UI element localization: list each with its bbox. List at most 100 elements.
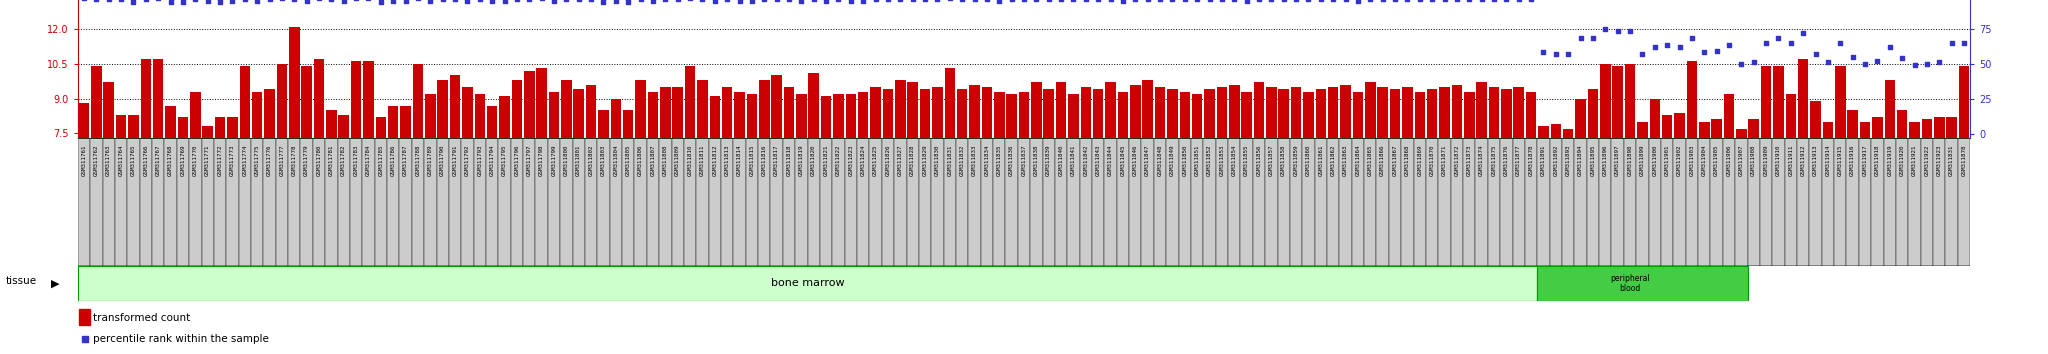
Bar — [1327, 87, 1339, 138]
Bar — [745, 138, 758, 266]
Text: GSM311903: GSM311903 — [1690, 144, 1694, 176]
Bar — [1130, 85, 1141, 138]
Text: GSM311798: GSM311798 — [539, 144, 545, 176]
Point — [1305, 0, 1337, 2]
Point — [821, 0, 854, 2]
Text: GSM311905: GSM311905 — [1714, 144, 1718, 176]
Bar — [399, 105, 412, 138]
Bar — [1712, 120, 1722, 138]
Text: GSM311907: GSM311907 — [1739, 144, 1743, 176]
Bar — [1018, 138, 1030, 266]
Bar — [289, 138, 301, 266]
Text: GSM311762: GSM311762 — [94, 144, 98, 176]
Point — [1243, 0, 1276, 2]
Point — [1341, 0, 1374, 4]
Point — [872, 0, 905, 2]
Text: GSM311806: GSM311806 — [639, 144, 643, 176]
Text: GSM311909: GSM311909 — [1763, 144, 1769, 176]
Point — [1712, 42, 1745, 48]
Point — [1749, 40, 1782, 46]
Bar — [1266, 87, 1276, 138]
Bar — [647, 92, 657, 138]
Bar — [498, 138, 510, 266]
Bar — [190, 92, 201, 138]
Bar — [672, 138, 684, 266]
Bar — [1575, 138, 1587, 266]
Bar — [387, 105, 399, 138]
Text: GSM311844: GSM311844 — [1108, 144, 1112, 176]
Bar — [213, 138, 225, 266]
Bar — [399, 138, 412, 266]
Point — [1948, 40, 1980, 46]
Bar — [1649, 138, 1661, 266]
Bar — [1475, 138, 1487, 266]
Text: GSM311867: GSM311867 — [1393, 144, 1397, 176]
Bar — [1675, 113, 1686, 138]
Point — [141, 0, 174, 1]
Bar — [696, 80, 709, 138]
Bar — [598, 138, 610, 266]
Point — [1602, 29, 1634, 34]
Bar — [473, 138, 485, 266]
Text: GSM311908: GSM311908 — [1751, 144, 1757, 176]
Bar — [895, 138, 907, 266]
Text: GSM311910: GSM311910 — [1776, 144, 1782, 176]
Bar — [1327, 138, 1339, 266]
Text: GSM311923: GSM311923 — [1937, 144, 1942, 176]
Text: GSM311822: GSM311822 — [836, 144, 842, 176]
Point — [1094, 0, 1126, 2]
Text: GSM311919: GSM311919 — [1888, 144, 1892, 176]
Point — [1800, 51, 1833, 57]
Text: GSM311872: GSM311872 — [1454, 144, 1460, 176]
Bar — [969, 85, 979, 138]
Bar — [659, 138, 672, 266]
Bar — [1094, 89, 1104, 138]
Bar — [1487, 138, 1501, 266]
Point — [166, 0, 199, 5]
Text: GSM311874: GSM311874 — [1479, 144, 1485, 176]
Bar — [573, 89, 584, 138]
Point — [512, 0, 545, 2]
Point — [426, 0, 459, 2]
Point — [1169, 0, 1202, 2]
Point — [524, 0, 557, 1]
Point — [1032, 0, 1065, 2]
Bar — [1933, 138, 1946, 266]
Bar — [883, 138, 895, 266]
Bar — [1710, 138, 1722, 266]
Text: GSM311857: GSM311857 — [1270, 144, 1274, 176]
Bar — [1079, 138, 1092, 266]
Text: GSM311869: GSM311869 — [1417, 144, 1421, 176]
Bar — [1759, 138, 1772, 266]
Bar — [338, 138, 350, 266]
Text: GSM311851: GSM311851 — [1194, 144, 1200, 176]
Bar — [1649, 98, 1661, 138]
Text: GSM311795: GSM311795 — [502, 144, 508, 176]
Bar — [1143, 80, 1153, 138]
Bar — [289, 27, 299, 138]
Text: GSM311805: GSM311805 — [627, 144, 631, 176]
Text: GSM311854: GSM311854 — [1231, 144, 1237, 176]
Bar — [313, 59, 324, 138]
Point — [971, 0, 1004, 2]
Point — [1688, 50, 1720, 55]
Text: GSM311894: GSM311894 — [1579, 144, 1583, 176]
Bar — [1030, 82, 1042, 138]
Text: GSM311913: GSM311913 — [1812, 144, 1819, 176]
Bar — [164, 138, 176, 266]
Text: GSM311780: GSM311780 — [317, 144, 322, 176]
Bar — [1860, 122, 1870, 138]
Bar — [561, 138, 573, 266]
Text: GSM311761: GSM311761 — [82, 144, 86, 176]
Text: GSM311782: GSM311782 — [342, 144, 346, 176]
Text: GSM311784: GSM311784 — [367, 144, 371, 176]
Bar — [895, 80, 905, 138]
Bar — [684, 66, 696, 138]
Bar — [115, 138, 127, 266]
Point — [1403, 0, 1436, 2]
Text: GSM311779: GSM311779 — [305, 144, 309, 176]
Point — [1106, 0, 1139, 4]
Text: GSM311892: GSM311892 — [1552, 144, 1559, 176]
Text: GSM311860: GSM311860 — [1307, 144, 1311, 176]
Text: GSM311770: GSM311770 — [193, 144, 199, 176]
